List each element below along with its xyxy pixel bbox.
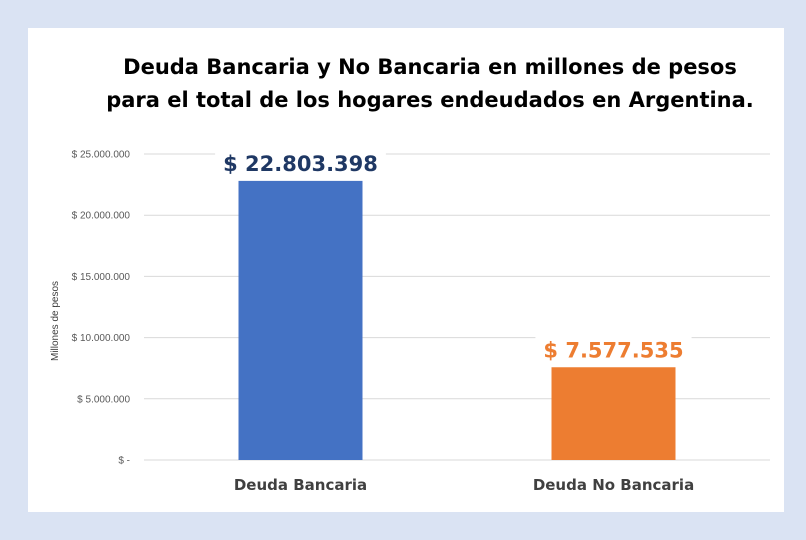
category-label-1: Deuda Bancaria [234, 476, 367, 494]
bars [238, 180, 676, 460]
x-axis-categories: Deuda Bancaria Deuda No Bancaria [234, 476, 694, 494]
data-label-backdrop-1 [215, 147, 386, 180]
gridlines [144, 153, 770, 461]
category-label-2: Deuda No Bancaria [533, 476, 694, 494]
y-tick-label-1: $ 5.000.000 [77, 394, 130, 405]
chart-title: Deuda Bancaria y No Bancaria en millones… [106, 55, 754, 112]
y-tick-label-0: $ - [118, 456, 130, 467]
bar-chart: Deuda Bancaria y No Bancaria en millones… [50, 55, 770, 494]
y-tick-label-2: $ 10.000.000 [72, 333, 131, 344]
data-label-1: $ 22.803.398 [223, 152, 378, 176]
chart-card: Deuda Bancaria y No Bancaria en millones… [28, 28, 784, 512]
data-label-2: $ 7.577.535 [543, 338, 683, 362]
title-line-1: Deuda Bancaria y No Bancaria en millones… [123, 55, 737, 79]
bar-2 [551, 367, 676, 460]
y-axis-title: Millones de pesos [50, 281, 61, 361]
data-labels: $ 22.803.398 $ 7.577.535 [215, 147, 692, 367]
data-label-backdrop-2 [535, 334, 692, 367]
bar-1 [238, 180, 363, 460]
y-tick-label-3: $ 15.000.000 [72, 272, 131, 283]
y-tick-label-5: $ 25.000.000 [72, 150, 131, 161]
y-tick-label-4: $ 20.000.000 [72, 211, 131, 222]
y-axis-ticks: $ - $ 5.000.000 $ 10.000.000 $ 15.000.000 $ … [72, 150, 131, 467]
title-line-2: para el total de los hogares endeudados … [106, 88, 754, 112]
